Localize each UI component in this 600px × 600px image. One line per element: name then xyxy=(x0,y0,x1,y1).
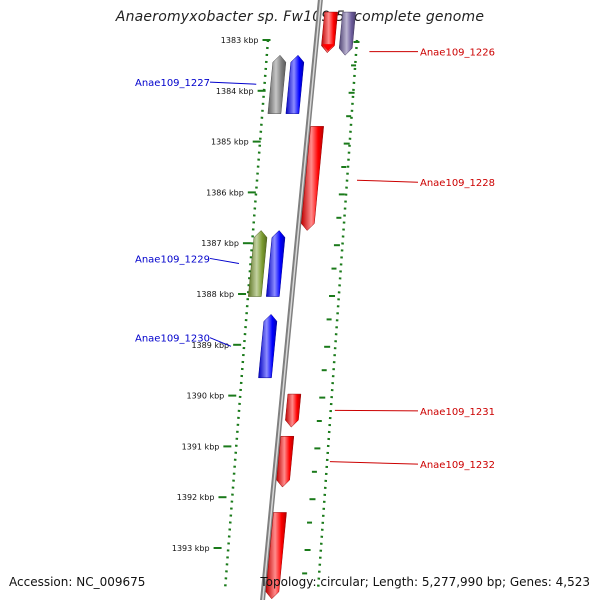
gene-arrow[interactable] xyxy=(338,11,356,56)
label-leader-line xyxy=(209,257,240,265)
gene-arrow[interactable] xyxy=(266,230,286,297)
gene-arrow[interactable] xyxy=(258,313,278,379)
topology-summary: Topology: circular; Length: 5,277,990 bp… xyxy=(260,575,590,589)
label-leader-line xyxy=(356,179,419,183)
gc-line-right xyxy=(316,39,359,591)
gene-label[interactable]: Anae109_1226 xyxy=(420,48,495,59)
gene-label[interactable]: Anae109_1229 xyxy=(135,254,210,265)
gene-arrow[interactable] xyxy=(267,54,287,114)
gene-arrow[interactable] xyxy=(248,230,268,297)
gene-arrow[interactable] xyxy=(265,512,287,600)
tick-label: 1391 kbp xyxy=(182,442,220,451)
tick-label: 1392 kbp xyxy=(177,493,215,502)
map-title: Anaeromyxobacter sp. Fw109-5, complete g… xyxy=(115,9,485,25)
label-leader-line xyxy=(334,409,419,412)
gc-line-left xyxy=(223,39,270,591)
tick-label: 1386 kbp xyxy=(206,188,244,197)
gene-arrow[interactable] xyxy=(301,126,324,231)
gene-labels: Anae109_1226 Anae109_1227 Anae109_1228 Anae… xyxy=(135,48,495,471)
tick-label: 1393 kbp xyxy=(172,544,210,553)
gene-fragment-marker[interactable] xyxy=(322,44,335,52)
tick-label: 1388 kbp xyxy=(196,290,234,299)
genes xyxy=(248,11,356,600)
label-leader-line xyxy=(209,337,232,347)
gene-arrow[interactable] xyxy=(276,435,295,488)
tick-label: 1384 kbp xyxy=(216,87,254,96)
gene-label[interactable]: Anae109_1231 xyxy=(420,407,495,418)
gene-label[interactable]: Anae109_1227 xyxy=(135,78,210,89)
scale-ticks: 1383 kbp 1384 kbp 1385 kbp 1386 kbp 1387 kbp… xyxy=(172,36,360,575)
gene-arrow[interactable] xyxy=(285,54,305,114)
tick-label: 1383 kbp xyxy=(221,36,259,45)
label-leader-line xyxy=(329,461,419,465)
gene-label[interactable]: Anae109_1232 xyxy=(420,460,495,471)
gene-arrow[interactable] xyxy=(285,393,302,428)
tick-label: 1390 kbp xyxy=(187,392,225,401)
tick-label: 1385 kbp xyxy=(211,138,249,147)
genome-backbone-highlight xyxy=(262,0,322,600)
tick-label: 1387 kbp xyxy=(201,239,239,248)
label-leader-line xyxy=(209,81,257,85)
tick-label: 1389 kbp xyxy=(191,341,229,350)
gene-arrow[interactable] xyxy=(321,11,338,54)
gc-content-lines xyxy=(223,39,359,591)
gene-label[interactable]: Anae109_1230 xyxy=(135,334,210,345)
accession-label: Accession: NC_009675 xyxy=(9,575,146,589)
gene-label[interactable]: Anae109_1228 xyxy=(420,178,495,189)
